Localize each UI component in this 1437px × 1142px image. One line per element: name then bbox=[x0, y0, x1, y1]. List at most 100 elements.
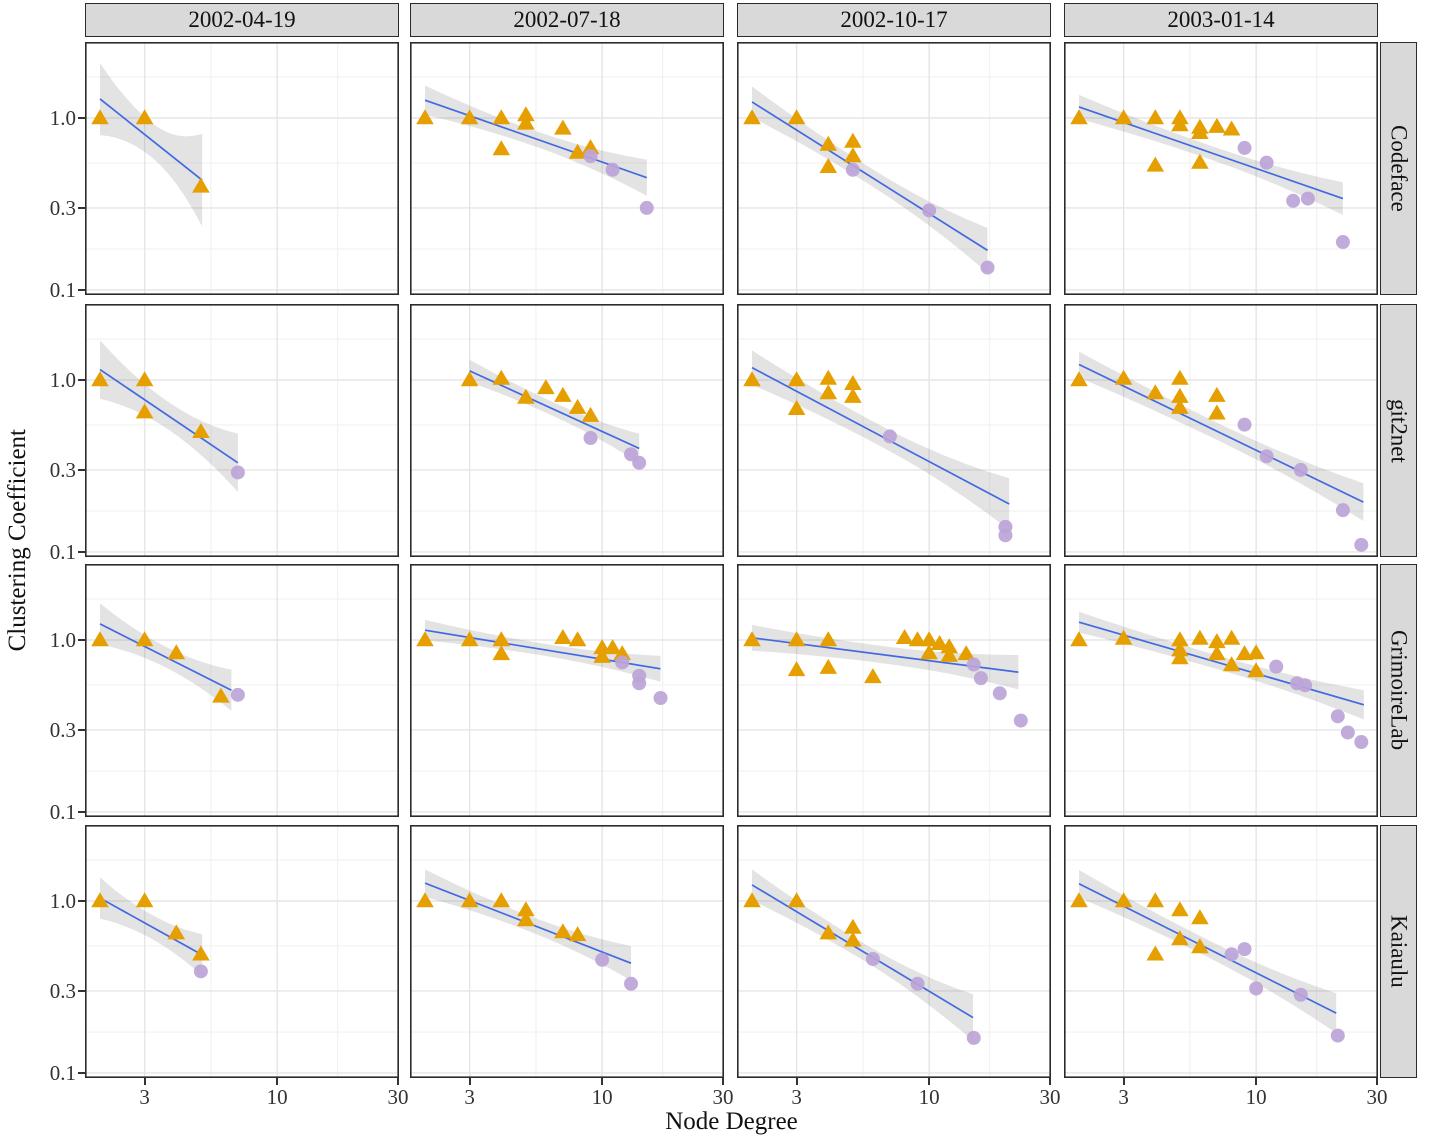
circle-points-group bbox=[230, 687, 245, 702]
facet-row-strip-git2net: git2net bbox=[1380, 304, 1417, 557]
facet-row-label: git2net bbox=[1386, 398, 1412, 463]
trend-line bbox=[99, 98, 203, 181]
circle-points-group bbox=[845, 162, 995, 275]
y-tick-mark bbox=[78, 550, 85, 553]
scatter-panel-Kaiaulu-2002-07-18 bbox=[410, 825, 724, 1078]
circle-points-group bbox=[1237, 417, 1369, 552]
confidence-band bbox=[752, 350, 1010, 530]
triangle-points-group bbox=[460, 369, 600, 422]
trend-line bbox=[99, 623, 232, 692]
facet-column-strip-3: 2002-10-17 bbox=[737, 3, 1051, 37]
x-tick-label: 10 bbox=[591, 1085, 613, 1109]
x-tick-label: 10 bbox=[266, 1085, 288, 1109]
confidence-band bbox=[1079, 611, 1364, 720]
triangle-points-group bbox=[91, 631, 230, 703]
triangle-points-group bbox=[91, 109, 210, 193]
x-tick-mark bbox=[1049, 1078, 1052, 1085]
y-tick-mark bbox=[78, 288, 85, 291]
confidence-band bbox=[1079, 94, 1343, 215]
scatter-panel-GrimoireLab-2002-10-17 bbox=[737, 564, 1051, 817]
confidence-band bbox=[752, 624, 1019, 690]
triangle-points-group bbox=[416, 629, 631, 663]
circle-points-group bbox=[595, 952, 639, 991]
x-tick-label: 30 bbox=[1366, 1085, 1388, 1109]
circle-points-group bbox=[583, 430, 647, 470]
triangle-points-group bbox=[743, 629, 975, 684]
scatter-panel-git2net-2003-01-14 bbox=[1064, 304, 1378, 557]
y-tick-mark bbox=[78, 378, 85, 381]
facet-column-strip-1: 2002-04-19 bbox=[85, 3, 399, 37]
scatter-panel-Codeface-2002-10-17 bbox=[737, 42, 1051, 295]
facet-column-label: 2002-10-17 bbox=[840, 7, 948, 32]
x-tick-label: 30 bbox=[1039, 1085, 1061, 1109]
y-tick-label: 1.0 bbox=[49, 627, 76, 652]
facet-row-label: Kaiaulu bbox=[1386, 915, 1412, 988]
y-tick-label: 0.3 bbox=[49, 457, 76, 482]
circle-points-group bbox=[1224, 942, 1345, 1043]
confidence-band bbox=[752, 86, 988, 273]
y-tick-mark bbox=[78, 468, 85, 471]
y-tick-label: 1.0 bbox=[49, 367, 76, 392]
trend-line bbox=[751, 366, 1010, 505]
facet-row-label: GrimoireLab bbox=[1386, 630, 1412, 751]
circle-points-group bbox=[865, 951, 981, 1045]
y-tick-label: 0.3 bbox=[49, 195, 76, 220]
triangle-points-group bbox=[1070, 109, 1241, 172]
triangle-points-group bbox=[743, 109, 862, 173]
circle-points-group bbox=[966, 657, 1028, 728]
facet-row-strip-kaiaulu: Kaiaulu bbox=[1380, 825, 1417, 1078]
x-tick-label: 30 bbox=[712, 1085, 734, 1109]
scatter-panel-GrimoireLab-2002-04-19 bbox=[85, 564, 399, 817]
triangle-points-group bbox=[416, 106, 600, 159]
circle-points-group bbox=[615, 655, 668, 705]
y-tick-label: 1.0 bbox=[49, 105, 76, 130]
trend-line bbox=[99, 368, 239, 464]
confidence-band bbox=[100, 62, 203, 227]
facet-row-label: Codeface bbox=[1386, 125, 1412, 212]
x-tick-mark bbox=[795, 1078, 798, 1085]
x-tick-mark bbox=[276, 1078, 279, 1085]
y-tick-label: 0.3 bbox=[49, 717, 76, 742]
confidence-band bbox=[425, 619, 661, 682]
x-tick-mark bbox=[468, 1078, 471, 1085]
y-tick-mark bbox=[78, 810, 85, 813]
triangle-points-group bbox=[91, 892, 210, 961]
triangle-points-group bbox=[1070, 629, 1265, 678]
trend-line bbox=[99, 897, 203, 956]
y-tick-mark bbox=[78, 1071, 85, 1074]
x-tick-label: 3 bbox=[464, 1085, 475, 1109]
y-tick-label: 0.3 bbox=[49, 978, 76, 1003]
x-tick-mark bbox=[1376, 1078, 1379, 1085]
circle-points-group bbox=[583, 149, 654, 215]
y-tick-label: 0.1 bbox=[49, 1060, 76, 1085]
scatter-panel-GrimoireLab-2003-01-14 bbox=[1064, 564, 1378, 817]
x-axis-title: Node Degree bbox=[665, 1108, 798, 1135]
circle-points-group bbox=[193, 964, 208, 979]
x-tick-label: 30 bbox=[387, 1085, 409, 1109]
x-tick-mark bbox=[143, 1078, 146, 1085]
facet-row-strip-grimoirelab: GrimoireLab bbox=[1380, 564, 1417, 817]
circle-points-group bbox=[882, 429, 1013, 543]
x-tick-label: 3 bbox=[791, 1085, 802, 1109]
trend-line bbox=[1078, 363, 1364, 503]
x-tick-mark bbox=[1122, 1078, 1125, 1085]
x-tick-mark bbox=[601, 1078, 604, 1085]
facet-column-strip-2: 2002-07-18 bbox=[410, 3, 724, 37]
x-tick-mark bbox=[722, 1078, 725, 1085]
facet-column-label: 2002-07-18 bbox=[513, 7, 621, 32]
scatter-panel-GrimoireLab-2002-07-18 bbox=[410, 564, 724, 817]
x-tick-label: 10 bbox=[918, 1085, 940, 1109]
facet-column-label: 2003-01-14 bbox=[1167, 7, 1275, 32]
circle-points-group bbox=[230, 465, 245, 480]
triangle-points-group bbox=[91, 371, 210, 438]
y-tick-mark bbox=[78, 116, 85, 119]
x-tick-label: 10 bbox=[1245, 1085, 1267, 1109]
scatter-panel-git2net-2002-10-17 bbox=[737, 304, 1051, 557]
scatter-panel-Kaiaulu-2003-01-14 bbox=[1064, 825, 1378, 1078]
facet-column-label: 2002-04-19 bbox=[188, 7, 296, 32]
y-tick-label: 0.1 bbox=[49, 799, 76, 824]
scatter-panel-Codeface-2003-01-14 bbox=[1064, 42, 1378, 295]
y-tick-mark bbox=[78, 989, 85, 992]
triangle-points-group bbox=[416, 892, 587, 942]
x-tick-mark bbox=[928, 1078, 931, 1085]
